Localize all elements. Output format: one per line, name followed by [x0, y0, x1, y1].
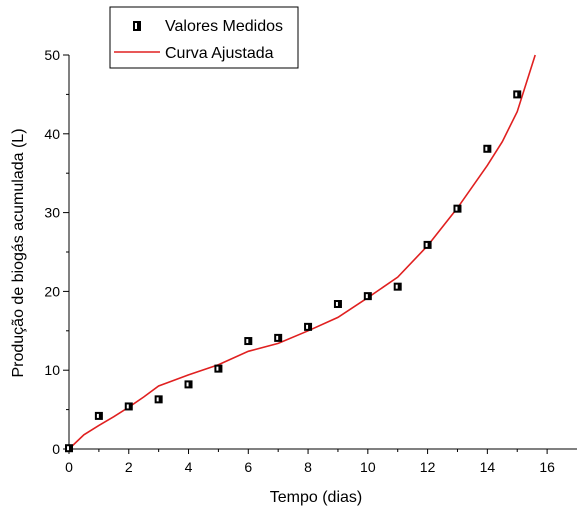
y-tick-label: 10 [44, 362, 60, 378]
y-tick-label: 0 [52, 441, 60, 457]
x-tick-label: 10 [360, 459, 376, 475]
legend-label-measured: Valores Medidos [165, 18, 283, 35]
data-point-measured [333, 300, 342, 309]
x-tick-label: 2 [125, 459, 133, 475]
data-point-measured [244, 337, 253, 346]
x-tick-label: 12 [420, 459, 436, 475]
axes [68, 55, 577, 450]
ticks: 0 2 4 6 8 10 12 14 16 0 10 20 30 40 50 [44, 47, 555, 475]
data-point-measured [274, 333, 283, 342]
x-tick-label: 6 [244, 459, 252, 475]
y-tick-label: 50 [44, 47, 60, 63]
data-point-measured [423, 240, 432, 249]
x-tick-label: 8 [304, 459, 312, 475]
data-point-measured [154, 395, 163, 404]
y-tick-label: 20 [44, 283, 60, 299]
y-tick-label: 30 [44, 205, 60, 221]
y-axis-label: Produção de biogás acumulada (L) [10, 128, 27, 377]
legend-marker-measured [133, 21, 141, 31]
data-point-measured [304, 322, 313, 331]
data-point-measured [453, 204, 462, 213]
legend-box [109, 6, 299, 69]
legend: Valores Medidos Curva Ajustada [109, 6, 299, 69]
data-point-measured [124, 402, 133, 411]
plot-area [65, 54, 536, 453]
data-point-measured [513, 90, 522, 99]
series-line-fitted [68, 54, 536, 450]
x-tick-label: 0 [65, 459, 73, 475]
data-point-measured [94, 411, 103, 420]
x-tick-label: 14 [480, 459, 496, 475]
x-tick-label: 16 [539, 459, 555, 475]
legend-label-fitted: Curva Ajustada [165, 45, 274, 62]
data-point-measured [184, 380, 193, 389]
data-point-measured [214, 364, 223, 373]
data-point-measured [363, 292, 372, 301]
data-point-measured [393, 282, 402, 291]
x-axis-label: Tempo (dias) [270, 489, 362, 506]
data-point-measured [483, 144, 492, 153]
x-tick-label: 4 [185, 459, 193, 475]
y-tick-label: 40 [44, 126, 60, 142]
data-point-measured [65, 444, 73, 453]
